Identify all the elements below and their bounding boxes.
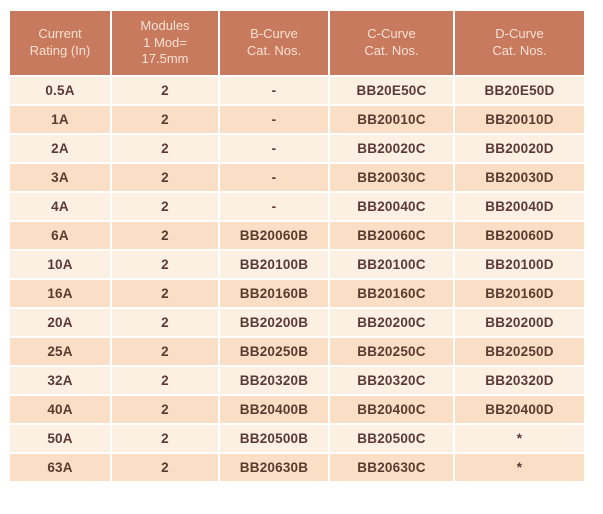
cell-current-rating: 3A — [10, 164, 110, 191]
cell-b-curve: BB20400B — [220, 396, 328, 423]
table-body: 0.5A 2- BB20E50C BB20E50D 1A 2- BB20010C BB2001… — [10, 77, 584, 481]
cell-modules: 2 — [112, 164, 218, 191]
cell-modules: 2 — [112, 396, 218, 423]
table-row: 6A 2 BB20060B BB20060C BB20060D — [10, 222, 584, 249]
cell-b-curve: - — [220, 106, 328, 133]
table-row: 50A 2 BB20500B BB20500C * — [10, 425, 584, 452]
col-header-c-curve: C-Curve Cat. Nos. — [330, 11, 453, 75]
table-row: 32A 2 BB20320B BB20320C BB20320D — [10, 367, 584, 394]
cell-c-curve: BB20320C — [330, 367, 453, 394]
cell-modules: 2 — [112, 106, 218, 133]
cell-d-curve: * — [455, 454, 584, 481]
cell-modules: 2 — [112, 135, 218, 162]
cell-b-curve: BB20320B — [220, 367, 328, 394]
cell-b-curve: BB20160B — [220, 280, 328, 307]
cell-d-curve: BB20040D — [455, 193, 584, 220]
cell-b-curve: BB20060B — [220, 222, 328, 249]
cell-b-curve: - — [220, 77, 328, 104]
cell-modules: 2 — [112, 425, 218, 452]
table-row: 16A 2 BB20160B BB20160C BB20160D — [10, 280, 584, 307]
cell-d-curve: BB20030D — [455, 164, 584, 191]
table-row: 25A 2 BB20250B BB20250C BB20250D — [10, 338, 584, 365]
cell-c-curve: BB20100C — [330, 251, 453, 278]
table-row: 20A 2 BB20200B BB20200C BB20200D — [10, 309, 584, 336]
cell-modules: 2 — [112, 309, 218, 336]
cell-modules: 2 — [112, 454, 218, 481]
cell-current-rating: 25A — [10, 338, 110, 365]
cell-c-curve: BB20200C — [330, 309, 453, 336]
cell-c-curve: BB20020C — [330, 135, 453, 162]
cell-modules: 2 — [112, 222, 218, 249]
cell-d-curve: BB20010D — [455, 106, 584, 133]
header-row: Current Rating (In) Modules 1 Mod= 17.5m… — [10, 11, 584, 75]
cell-c-curve: BB20010C — [330, 106, 453, 133]
catalog-table: Current Rating (In) Modules 1 Mod= 17.5m… — [8, 9, 586, 483]
cell-modules: 2 — [112, 280, 218, 307]
cell-current-rating: 1A — [10, 106, 110, 133]
table-row: 40A 2 BB20400B BB20400C BB20400D — [10, 396, 584, 423]
cell-d-curve: BB20020D — [455, 135, 584, 162]
cell-modules: 2 — [112, 251, 218, 278]
col-header-modules: Modules 1 Mod= 17.5mm — [112, 11, 218, 75]
table-row: 1A 2- BB20010C BB20010D — [10, 106, 584, 133]
cell-modules: 2 — [112, 367, 218, 394]
cell-c-curve: BB20030C — [330, 164, 453, 191]
cell-b-curve: BB20100B — [220, 251, 328, 278]
cell-current-rating: 2A — [10, 135, 110, 162]
cell-b-curve: - — [220, 135, 328, 162]
table-row: 4A 2- BB20040C BB20040D — [10, 193, 584, 220]
table-row: 3A 2- BB20030C BB20030D — [10, 164, 584, 191]
cell-d-curve: * — [455, 425, 584, 452]
cell-b-curve: BB20200B — [220, 309, 328, 336]
cell-c-curve: BB20400C — [330, 396, 453, 423]
cell-d-curve: BB20400D — [455, 396, 584, 423]
cell-current-rating: 16A — [10, 280, 110, 307]
cell-d-curve: BB20160D — [455, 280, 584, 307]
cell-c-curve: BB20250C — [330, 338, 453, 365]
cell-d-curve: BB20E50D — [455, 77, 584, 104]
cell-b-curve: - — [220, 164, 328, 191]
cell-b-curve: BB20630B — [220, 454, 328, 481]
cell-current-rating: 40A — [10, 396, 110, 423]
cell-c-curve: BB20060C — [330, 222, 453, 249]
cell-d-curve: BB20060D — [455, 222, 584, 249]
cell-current-rating: 10A — [10, 251, 110, 278]
table-row: 10A 2 BB20100B BB20100C BB20100D — [10, 251, 584, 278]
cell-d-curve: BB20200D — [455, 309, 584, 336]
cell-modules: 2 — [112, 77, 218, 104]
cell-current-rating: 32A — [10, 367, 110, 394]
cell-current-rating: 50A — [10, 425, 110, 452]
col-header-current-rating: Current Rating (In) — [10, 11, 110, 75]
cell-d-curve: BB20320D — [455, 367, 584, 394]
cell-d-curve: BB20100D — [455, 251, 584, 278]
cell-current-rating: 0.5A — [10, 77, 110, 104]
cell-d-curve: BB20250D — [455, 338, 584, 365]
cell-modules: 2 — [112, 193, 218, 220]
cell-c-curve: BB20500C — [330, 425, 453, 452]
cell-current-rating: 4A — [10, 193, 110, 220]
cell-c-curve: BB20160C — [330, 280, 453, 307]
table-row: 2A 2- BB20020C BB20020D — [10, 135, 584, 162]
cell-b-curve: - — [220, 193, 328, 220]
cell-b-curve: BB20500B — [220, 425, 328, 452]
cell-c-curve: BB20040C — [330, 193, 453, 220]
table-row: 0.5A 2- BB20E50C BB20E50D — [10, 77, 584, 104]
col-header-b-curve: B-Curve Cat. Nos. — [220, 11, 328, 75]
cell-c-curve: BB20E50C — [330, 77, 453, 104]
table-row: 63A 2 BB20630B BB20630C * — [10, 454, 584, 481]
cell-current-rating: 6A — [10, 222, 110, 249]
cell-modules: 2 — [112, 338, 218, 365]
cell-current-rating: 63A — [10, 454, 110, 481]
cell-current-rating: 20A — [10, 309, 110, 336]
cell-c-curve: BB20630C — [330, 454, 453, 481]
cell-b-curve: BB20250B — [220, 338, 328, 365]
col-header-d-curve: D-Curve Cat. Nos. — [455, 11, 584, 75]
